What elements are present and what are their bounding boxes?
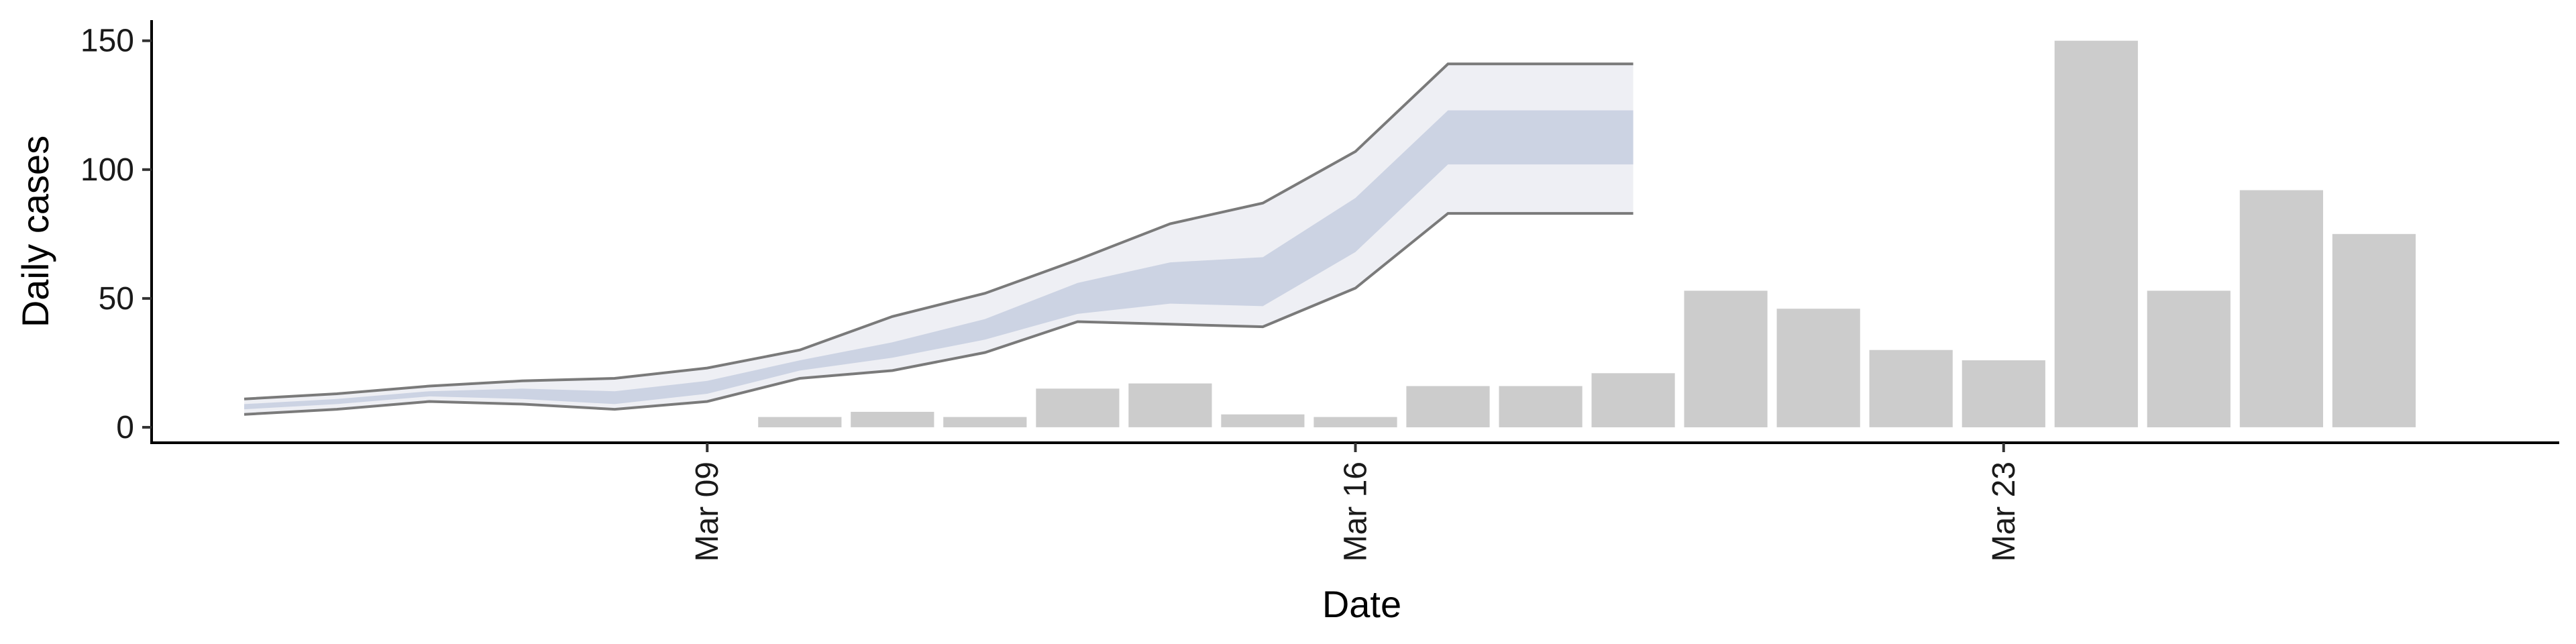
lower-bound-line <box>244 212 1633 416</box>
bar <box>1591 373 1675 427</box>
bar <box>2239 190 2323 427</box>
bar <box>1869 350 1953 427</box>
x-tick-label: Mar 16 <box>1338 462 1374 561</box>
bar <box>1036 388 1120 427</box>
bar <box>2054 40 2138 427</box>
bar <box>2147 290 2231 427</box>
x-axis-title: Date <box>1322 583 1401 625</box>
bar <box>2332 233 2416 427</box>
y-tick-label: 150 <box>80 23 134 59</box>
upper-bound-line <box>244 62 1633 400</box>
bar <box>1313 417 1397 427</box>
x-tick-label: Mar 09 <box>690 462 725 561</box>
bar <box>1128 383 1212 427</box>
bar-series <box>758 40 2416 427</box>
forecast-ribbons <box>244 62 1633 416</box>
x-tick-label: Mar 23 <box>1986 462 2022 561</box>
bar <box>943 417 1027 427</box>
bar <box>758 417 842 427</box>
bar <box>1406 386 1490 427</box>
y-tick-label: 0 <box>116 410 134 445</box>
y-axis-title: Daily cases <box>14 136 56 327</box>
y-tick-label: 50 <box>99 281 134 317</box>
bar <box>1684 290 1768 427</box>
bar <box>1499 386 1582 427</box>
inner-ribbon <box>244 110 1633 410</box>
bar <box>851 411 934 427</box>
axes: 0 50 100 150 Mar 09 Mar 16 Mar 23 <box>80 20 2559 561</box>
y-tick-label: 100 <box>80 152 134 188</box>
bar <box>1962 360 2045 427</box>
bar <box>1776 309 1860 427</box>
bar <box>1221 414 1305 427</box>
